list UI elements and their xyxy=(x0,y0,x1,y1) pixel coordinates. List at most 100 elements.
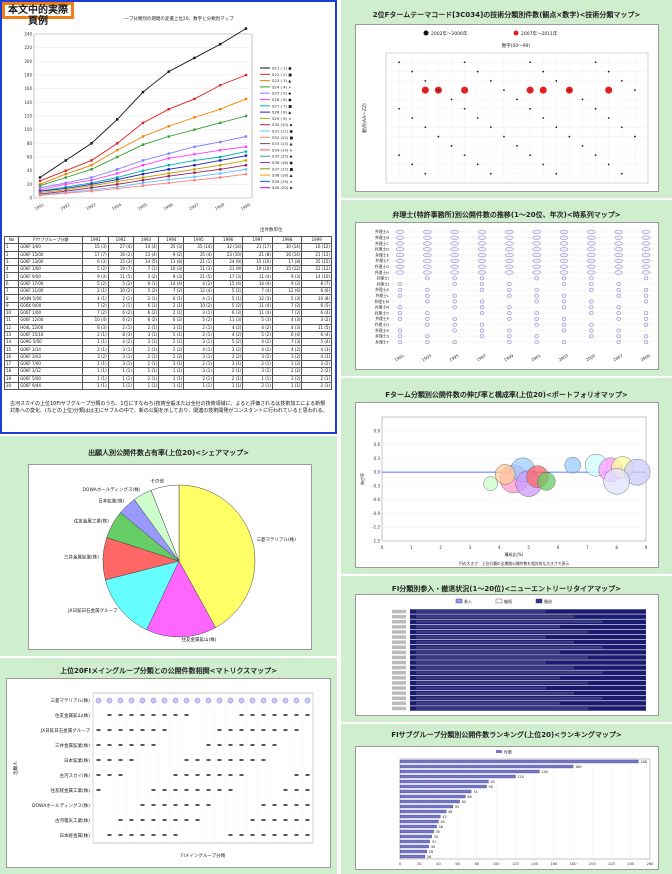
rank-bar xyxy=(399,759,639,764)
techmap-title: 2位Fタームテーマコード[3C034]の技術分類別件数(観点×数字)<技術分類マ… xyxy=(372,11,641,19)
agent-row-label: 弁理士H xyxy=(375,270,389,275)
series-point xyxy=(244,97,248,101)
agent-bubble xyxy=(559,253,569,258)
agent-row-label: 弁理士K xyxy=(375,287,389,292)
agent-bubble xyxy=(505,258,514,263)
table-row: 7 G06F 11/00 2 (1) 10 (2) 5 (2) 7 (2) 12 (4) 5 … xyxy=(3,287,332,296)
table-cell: G06F 15/00 xyxy=(18,250,84,259)
matrix-mark xyxy=(195,759,200,761)
agent-bubble xyxy=(616,334,621,339)
series-point xyxy=(141,135,145,138)
series-point xyxy=(90,181,93,185)
techmap-dot xyxy=(476,117,479,119)
agent-row-label: 弁理士J xyxy=(376,281,389,286)
series-point xyxy=(116,118,119,121)
table-cell: 2 (2) xyxy=(301,367,332,376)
agent-bubble xyxy=(452,328,457,333)
series-point xyxy=(64,192,67,195)
agent-bubble xyxy=(587,235,596,240)
techmap-dot xyxy=(620,79,623,82)
table-cell: 8 (3) xyxy=(107,330,134,340)
portfolio-chart: -1.5 -1.2 -0.9 -0.6 -0.3 0.0 0.3 0.6 0.9 0 1 2 3 4 5 6 7… xyxy=(359,416,651,566)
agent-bubble xyxy=(477,229,487,234)
entry-row-label-box xyxy=(392,630,406,634)
table-cell: 2 (2) xyxy=(158,352,185,362)
table-cell: 4 (2) xyxy=(242,338,273,347)
matrix-bubble xyxy=(150,697,157,704)
agent-bubble xyxy=(532,229,541,234)
table-cell: 19 xyxy=(3,374,20,383)
table-cell: 32 (14) xyxy=(212,243,244,252)
agent-bubble xyxy=(587,264,596,269)
table-cell: 2 (1) xyxy=(82,287,109,296)
matrix-mark xyxy=(228,744,233,746)
agent-bubble xyxy=(425,299,430,304)
rank-bar xyxy=(399,824,437,829)
entry-row-label-box xyxy=(392,609,406,614)
pie-panel: 出願人別公開件数占有率(上位20)<シェアマップ> 三菱マテリアル(株) 住友金属… xyxy=(0,436,337,656)
table-cell: G06F 5/00 xyxy=(18,374,84,383)
matrix-mark xyxy=(173,714,178,716)
agent-bubble xyxy=(397,305,403,310)
agent-bubble xyxy=(559,241,569,246)
matrix-mark xyxy=(173,804,178,806)
table-cell: 3 (1) xyxy=(107,352,134,362)
matrix-mark xyxy=(239,729,244,731)
matrix-mark xyxy=(96,774,101,776)
table-row: 6 G06F 17/00 5 (2) 5 (2) 6 (1) 14 (4) 4 (2) 15 … xyxy=(3,279,332,289)
matrix-mark xyxy=(261,714,266,716)
matrix-mark xyxy=(217,729,222,731)
table-cell: 4 (2) xyxy=(212,330,244,340)
table-cell: 5 (4) xyxy=(301,338,332,347)
portfolio-y-tick: -1.5 xyxy=(372,539,380,544)
entry-panel: FI分類別参入・撤退状況(1～20位)<ニューエントリーリタイアマップ> 参入 継… xyxy=(341,576,672,722)
techmap-dot xyxy=(542,70,545,73)
agent-row-label: 弁理士F xyxy=(375,258,389,263)
agent-bubble xyxy=(589,334,594,339)
agent-bubble xyxy=(425,322,430,327)
rank-x-tick: 260 xyxy=(647,862,655,866)
matrix-mark xyxy=(129,744,134,746)
techmap-dot xyxy=(398,107,400,110)
series-point xyxy=(90,179,93,182)
series-point xyxy=(116,155,119,159)
series-point xyxy=(116,180,119,183)
agent-bubble xyxy=(479,282,485,287)
rank-x-tick: 120 xyxy=(512,862,520,866)
rank-bar xyxy=(399,839,430,844)
entry-row-label-box xyxy=(392,620,406,624)
matrix-mark xyxy=(96,729,101,731)
matrix-mark xyxy=(261,819,266,821)
agent-bubble xyxy=(589,328,594,333)
entry-row-bar xyxy=(410,690,646,696)
series-point xyxy=(64,181,67,185)
table-cell: 1 (1) xyxy=(107,374,134,383)
table-row: 20 G06F 9/44 1 (1) 1 (1) 1 (1) 1 (1) 1 (1) 1 (1… xyxy=(3,381,332,391)
series-point xyxy=(141,169,145,172)
legend-entry: S37 (17) ■ xyxy=(272,166,293,171)
rank-area xyxy=(399,758,651,860)
table-cell: 17 (8) xyxy=(271,257,303,267)
agent-bubble xyxy=(395,241,405,246)
matrix-mark xyxy=(140,744,145,746)
series-point xyxy=(167,157,170,160)
table-cell: 3 (2) xyxy=(212,345,244,354)
table-cell: 7 (2) xyxy=(271,301,303,310)
table-row: 8 H04N 5/00 4 (1) 2 (1) 2 (1) 6 (1) 4 (1) 5 (1)… xyxy=(3,294,332,303)
matrix-mark xyxy=(228,774,233,776)
rank-bar-label: 180 xyxy=(575,765,581,769)
entry-row-fill xyxy=(416,630,589,634)
techmap-dot xyxy=(398,61,400,64)
series-point xyxy=(244,135,248,138)
table-cell: 6 (2) xyxy=(107,308,134,318)
table-cell: H04N 5/00 xyxy=(18,294,84,303)
techmap-dot xyxy=(437,89,440,92)
matrix-mark xyxy=(118,729,123,731)
table-header-cell: 1993 xyxy=(132,235,160,245)
matrix-mark xyxy=(129,759,134,761)
matrix-mark xyxy=(250,744,255,746)
table-cell: 11 (3) xyxy=(183,265,214,274)
techmap-dot xyxy=(620,126,623,129)
agent-bubble xyxy=(614,229,623,234)
